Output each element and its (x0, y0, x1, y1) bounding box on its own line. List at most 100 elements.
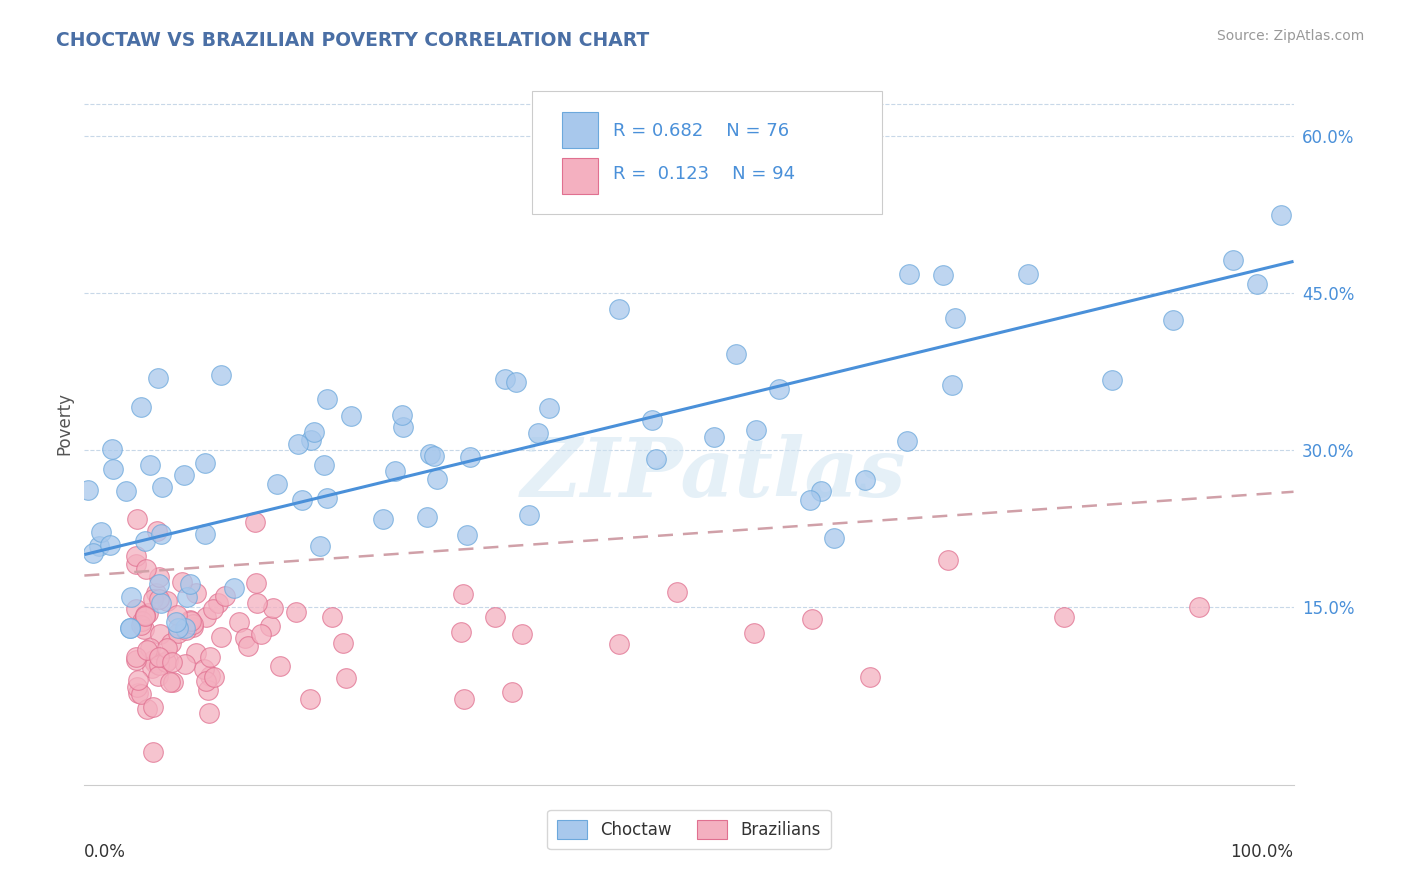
Point (392, 419, 415, 434)
Point (127, 566, 149, 581)
Point (277, 559, 299, 574)
Point (768, 382, 790, 396)
Point (117, 541, 139, 556)
Point (538, 401, 561, 416)
Point (138, 548, 160, 562)
Point (73, 466, 96, 480)
Legend: Choctaw, Brazilians: Choctaw, Brazilians (547, 810, 831, 849)
Point (80, 657, 103, 671)
Point (645, 452, 668, 467)
Point (120, 661, 142, 675)
Point (122, 531, 145, 545)
Point (75, 620, 97, 634)
Point (79, 557, 101, 571)
Point (138, 548, 160, 562)
Point (73, 475, 96, 490)
Point (173, 621, 195, 635)
Point (142, 567, 165, 582)
Point (75, 637, 97, 651)
Point (87, 615, 110, 629)
Point (496, 543, 519, 558)
Point (84, 594, 107, 608)
Point (87, 615, 110, 629)
Point (371, 512, 394, 526)
Point (108, 546, 131, 560)
Point (93, 521, 115, 535)
Point (266, 476, 288, 491)
Point (73, 591, 96, 606)
Point (87, 601, 110, 615)
Point (94, 594, 117, 608)
Point (125, 524, 148, 538)
Point (84, 710, 107, 724)
Point (1246, 277, 1268, 292)
Point (93, 521, 115, 535)
Point (82, 546, 104, 560)
Point (89, 491, 111, 505)
Point (460, 561, 482, 575)
Point (122, 531, 145, 545)
Y-axis label: Poverty: Poverty (55, 392, 73, 455)
Point (810, 483, 832, 498)
Point (309, 635, 332, 649)
Point (309, 635, 332, 649)
Point (159, 529, 181, 543)
Point (149, 524, 172, 538)
Point (725, 346, 748, 360)
Point (943, 310, 966, 325)
Point (75, 418, 97, 433)
Point (111, 511, 134, 525)
Point (278, 644, 301, 658)
Point (315, 562, 337, 576)
Point (738, 529, 761, 543)
Point (73, 532, 96, 546)
Point (86, 511, 108, 525)
Point (73, 475, 96, 490)
Point (84, 594, 107, 608)
Point (120, 621, 142, 635)
Point (73, 591, 96, 606)
Point (73, 532, 96, 546)
Point (517, 508, 540, 522)
Point (84, 518, 107, 533)
Point (79, 540, 101, 554)
Point (105, 558, 128, 572)
Point (75, 637, 97, 651)
Point (118, 622, 141, 636)
Point (84, 654, 107, 668)
Point (84, 605, 107, 619)
Point (90, 525, 112, 540)
Point (941, 378, 963, 392)
Point (148, 422, 170, 436)
Point (496, 543, 519, 558)
Point (77, 483, 100, 498)
Point (89, 491, 111, 505)
Point (738, 529, 761, 543)
Point (93, 598, 115, 612)
Point (79, 539, 101, 553)
Point (127, 566, 149, 581)
Point (96, 574, 118, 588)
Point (179, 577, 201, 591)
Point (103, 498, 125, 512)
Point (460, 561, 482, 575)
Point (93, 598, 115, 612)
Point (278, 513, 301, 527)
Point (1161, 313, 1184, 327)
Point (80, 481, 103, 495)
Point (607, 301, 630, 316)
Point (129, 515, 152, 529)
Point (533, 616, 555, 631)
Point (97, 622, 120, 636)
Point (149, 524, 172, 538)
Point (1270, 208, 1292, 222)
Point (118, 632, 141, 647)
Point (87, 539, 110, 553)
Point (315, 392, 337, 406)
Point (96, 598, 118, 612)
Point (143, 578, 166, 592)
Point (654, 541, 676, 556)
Point (82, 536, 104, 550)
Point (176, 591, 198, 605)
Point (101, 442, 124, 456)
